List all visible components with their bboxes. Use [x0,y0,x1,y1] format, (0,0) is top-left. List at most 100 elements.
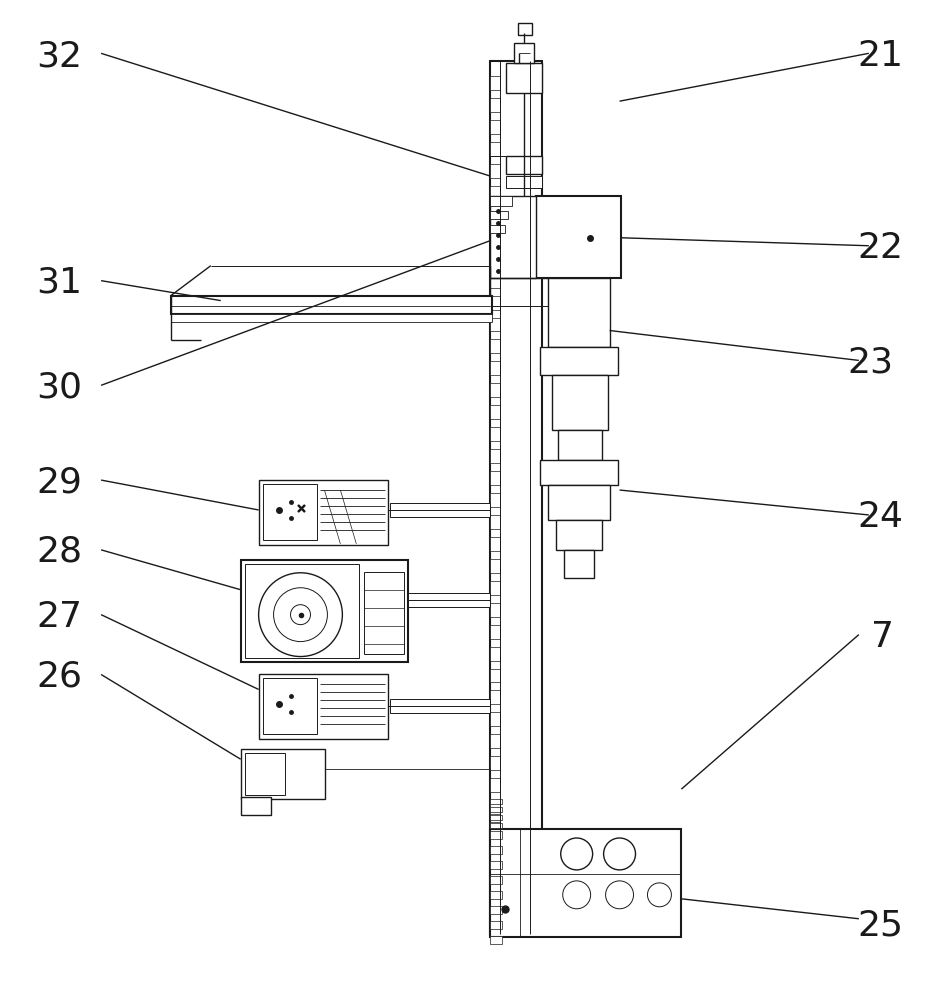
Bar [490,383,500,397]
Bar [547,278,609,347]
Bar [490,756,500,770]
Text: 28: 28 [37,535,83,569]
Bar [490,76,500,90]
Bar [490,196,512,206]
Bar [490,807,502,812]
Text: 30: 30 [37,370,83,404]
Text: 22: 22 [857,231,903,265]
Text: 26: 26 [37,660,83,694]
Text: 29: 29 [37,465,82,499]
Bar [490,142,500,156]
Bar [490,581,500,595]
Bar [490,734,500,748]
Bar [490,690,500,704]
Bar [408,593,490,607]
Bar [490,98,500,112]
Bar [506,176,542,188]
Circle shape [562,881,591,909]
Bar [490,164,500,178]
Bar [490,647,500,661]
Bar [258,480,388,545]
Bar [490,815,502,820]
Bar [517,23,531,35]
Bar [490,603,500,617]
Bar [490,829,682,937]
Bar [490,778,500,792]
Bar [171,314,492,322]
Bar [245,753,285,795]
Bar [490,712,500,726]
Bar [490,876,502,884]
Bar [514,43,533,63]
Bar [490,669,500,682]
Bar [490,61,542,934]
Bar [490,252,500,266]
Bar [490,449,500,463]
Bar [490,822,500,836]
Bar [490,274,500,288]
Bar [552,375,608,430]
Bar [171,296,492,314]
Bar [490,339,500,353]
Bar [490,405,500,419]
Text: 7: 7 [870,620,894,654]
Bar [490,906,502,914]
Bar [490,296,500,310]
Bar [364,572,404,654]
Bar [263,678,317,734]
Text: 24: 24 [857,500,903,534]
Bar [490,625,500,639]
Bar [556,520,602,550]
Bar [506,156,542,174]
Bar [536,196,621,278]
Bar [490,861,502,869]
Bar [391,503,490,517]
Bar [540,460,618,485]
Bar [490,823,502,828]
Circle shape [258,573,343,657]
Bar [240,560,408,662]
Bar [490,800,500,814]
Bar [490,427,500,441]
Bar [490,225,505,233]
Text: 27: 27 [37,600,83,634]
Bar [490,196,536,278]
Bar [490,846,502,854]
Text: 21: 21 [857,39,903,73]
Bar [563,550,593,578]
Bar [547,485,609,520]
Bar [558,430,602,460]
Bar [490,799,502,804]
Bar [490,120,500,134]
Bar [490,361,500,375]
Bar [490,471,500,485]
Bar [490,936,502,944]
Circle shape [273,588,328,642]
Bar [258,674,388,739]
Bar [245,564,360,658]
Bar [490,831,502,839]
Bar [540,347,618,375]
Bar [490,211,508,219]
Bar [263,484,317,540]
Bar [490,921,502,929]
Bar [490,844,500,858]
Circle shape [648,883,671,907]
Bar [490,186,500,200]
Text: 32: 32 [37,39,83,73]
Bar [391,699,490,713]
Bar [490,208,500,222]
Bar [490,559,500,573]
Bar [506,63,542,93]
Bar [490,515,500,529]
Circle shape [604,838,636,870]
Bar [490,230,500,244]
Bar [490,891,502,899]
Circle shape [606,881,634,909]
Bar [240,797,270,815]
Text: 31: 31 [37,266,83,300]
Bar [490,318,500,331]
Text: 25: 25 [857,909,903,943]
Bar [490,493,500,507]
Text: 23: 23 [848,345,894,379]
